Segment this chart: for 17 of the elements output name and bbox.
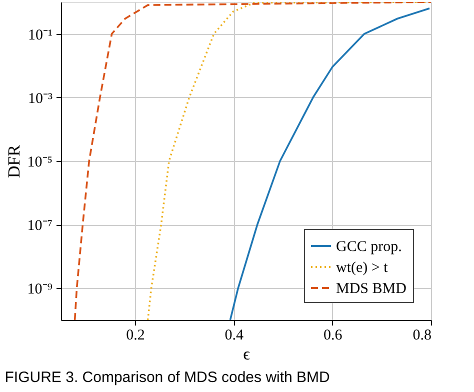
line-series (74, 2, 431, 320)
line-series (229, 7, 430, 320)
x-axis-title: ϵ (243, 344, 250, 364)
x-tick-label: 0.2 (126, 328, 145, 344)
legend-label: wt(e) > t (336, 260, 389, 276)
y-tick-label: 10⁻⁹ (27, 282, 52, 298)
y-tick-label: 10⁻³ (28, 90, 53, 107)
legend-label: GCC prop. (336, 239, 402, 255)
x-tick-label: 0.6 (323, 328, 343, 344)
y-tick-label: 10⁻⁵ (27, 154, 52, 170)
x-tick-label: 0.8 (412, 328, 432, 344)
x-tick-label: 0.4 (224, 328, 244, 344)
caption: FIGURE 3. Comparison of MDS codes with BMD (4, 369, 330, 386)
y-tick-label: 10⁻⁷ (27, 218, 52, 234)
y-axis-title: DFR (4, 144, 24, 178)
legend-label: MDS BMD (336, 281, 407, 297)
y-tick-label: 10⁻¹ (28, 27, 52, 44)
